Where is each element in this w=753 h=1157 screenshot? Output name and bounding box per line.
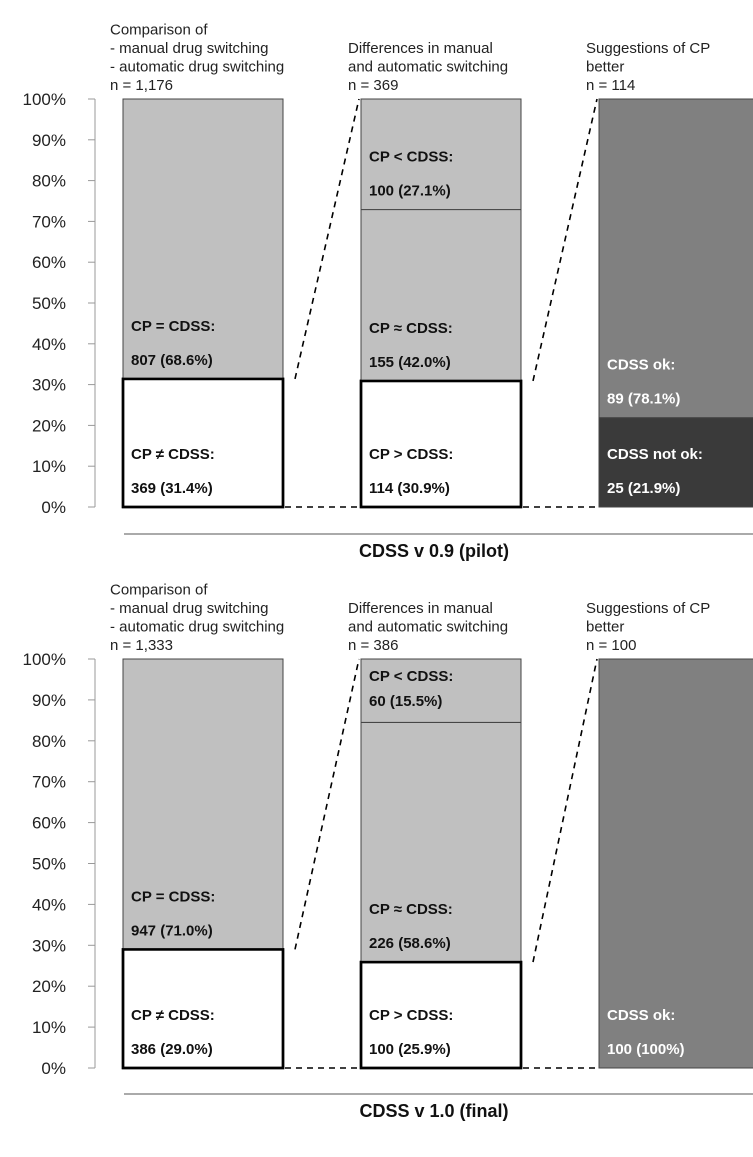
segment-label: CP ≈ CDSS:: [369, 320, 453, 337]
bar-segment-outline: [359, 960, 523, 1070]
column-header-line: n = 1,176: [110, 77, 173, 94]
segment-label: CDSS ok:: [607, 357, 675, 374]
y-tick-label: 60%: [32, 253, 66, 272]
column-header-line: Suggestions of CP: [586, 600, 710, 617]
y-tick-label: 60%: [32, 814, 66, 833]
connector-line: [532, 98, 598, 382]
column-header-line: - manual drug switching: [110, 600, 268, 617]
y-tick-label: 100%: [23, 90, 66, 109]
y-tick-label: 50%: [32, 855, 66, 874]
y-tick-label: 10%: [32, 457, 66, 476]
segment-value: 89 (78.1%): [607, 391, 680, 408]
column-header-line: Suggestions of CP: [586, 40, 710, 57]
connector-line: [294, 658, 360, 950]
segment-label: CP < CDSS:: [369, 149, 453, 166]
y-tick-label: 70%: [32, 773, 66, 792]
segment-value: 60 (15.5%): [369, 693, 442, 710]
column-header-line: - automatic drug switching: [110, 59, 284, 76]
segment-value: 114 (30.9%): [369, 480, 450, 497]
y-tick-label: 40%: [32, 335, 66, 354]
segment-value: 25 (21.9%): [607, 480, 680, 497]
y-tick-label: 20%: [32, 977, 66, 996]
segment-label: CP < CDSS:: [369, 668, 453, 685]
connector-line: [294, 98, 360, 380]
column-header-line: and automatic switching: [348, 619, 508, 636]
column-header-line: n = 369: [348, 77, 398, 94]
segment-label: CP = CDSS:: [131, 888, 215, 905]
y-tick-label: 80%: [32, 732, 66, 751]
bar-segment: [360, 658, 522, 723]
segment-value: 100 (27.1%): [369, 183, 451, 200]
segment-label: CDSS not ok:: [607, 446, 703, 463]
bar-segment: [122, 98, 284, 380]
column-header-line: n = 386: [348, 637, 398, 654]
column-header-line: n = 1,333: [110, 637, 173, 654]
segment-label: CP ≠ CDSS:: [131, 1007, 215, 1024]
column-header-line: - automatic drug switching: [110, 619, 284, 636]
segment-value: 100 (25.9%): [369, 1041, 451, 1058]
chart-title: CDSS v 1.0 (final): [359, 1101, 508, 1121]
column-header-line: Comparison of: [110, 22, 208, 39]
column-header-line: better: [586, 59, 624, 76]
column-header-line: n = 114: [586, 77, 635, 94]
bar-segment: [598, 658, 753, 1069]
column-header-line: - manual drug switching: [110, 40, 268, 57]
column-header-line: and automatic switching: [348, 59, 508, 76]
bar-segment-outline: [121, 948, 285, 1070]
segment-value: 807 (68.6%): [131, 352, 213, 369]
y-tick-label: 90%: [32, 691, 66, 710]
y-tick-label: 70%: [32, 212, 66, 231]
y-tick-label: 20%: [32, 416, 66, 435]
bar-segment: [360, 98, 522, 211]
bar-segment: [360, 721, 522, 963]
y-tick-label: 80%: [32, 172, 66, 191]
column-header-line: better: [586, 619, 624, 636]
bar-segment: [598, 98, 753, 419]
segment-label: CP = CDSS:: [131, 318, 215, 335]
connector-line: [532, 658, 598, 963]
bar-segment-outline: [121, 377, 285, 509]
segment-label: CP > CDSS:: [369, 1007, 453, 1024]
column-header-line: Differences in manual: [348, 600, 493, 617]
bar-segment-outline: [359, 379, 523, 509]
bar-segment: [121, 377, 285, 509]
chart-title: CDSS v 0.9 (pilot): [359, 541, 509, 561]
y-tick-label: 100%: [23, 650, 66, 669]
segment-value: 369 (31.4%): [131, 480, 213, 497]
y-tick-label: 30%: [32, 376, 66, 395]
y-tick-label: 0%: [41, 1059, 66, 1078]
bar-segment: [598, 417, 753, 508]
column-header-line: Differences in manual: [348, 40, 493, 57]
segment-value: 155 (42.0%): [369, 354, 451, 371]
y-tick-label: 10%: [32, 1018, 66, 1037]
bar-segment: [122, 658, 284, 950]
segment-label: CDSS ok:: [607, 1007, 675, 1024]
y-tick-label: 50%: [32, 294, 66, 313]
segment-value: 386 (29.0%): [131, 1041, 213, 1058]
segment-label: CP > CDSS:: [369, 446, 453, 463]
segment-label: CP ≈ CDSS:: [369, 901, 453, 918]
segment-value: 100 (100%): [607, 1041, 685, 1058]
column-header-line: n = 100: [586, 637, 636, 654]
y-tick-label: 30%: [32, 936, 66, 955]
y-tick-label: 0%: [41, 498, 66, 517]
segment-value: 226 (58.6%): [369, 935, 451, 952]
y-tick-label: 40%: [32, 895, 66, 914]
column-header-line: Comparison of: [110, 582, 208, 599]
segment-value: 947 (71.0%): [131, 922, 213, 939]
y-tick-label: 90%: [32, 131, 66, 150]
segment-label: CP ≠ CDSS:: [131, 446, 215, 463]
